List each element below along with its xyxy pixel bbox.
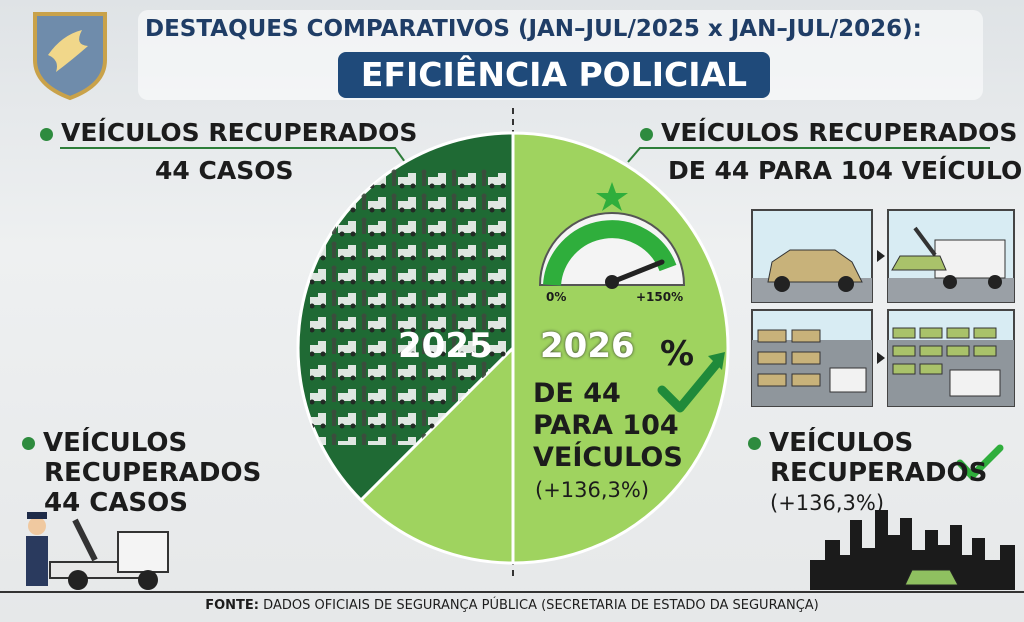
year-2025: 2025: [398, 326, 493, 366]
bl-line1: VEÍCULOS: [43, 428, 188, 458]
tow-truck: [26, 512, 169, 590]
source-text: DADOS OFICIAIS DE SEGURANÇA PÚBLICA (SEC…: [263, 598, 819, 613]
arrow-head: [708, 352, 725, 370]
detail-3: VEÍCULOS: [533, 442, 683, 473]
star: [596, 182, 628, 211]
dove: [48, 30, 88, 72]
source-label: FONTE:: [205, 598, 260, 613]
bullet: [40, 127, 53, 141]
car: [904, 569, 959, 586]
picture-panels: [751, 209, 1015, 407]
gauge-hub: [605, 275, 619, 289]
br-line2: RECUPERADOS: [770, 458, 988, 488]
right-subheading: DE 44 PARA 104 VEÍCULOS: [668, 156, 1024, 185]
title-box: [338, 52, 770, 98]
bullet: [640, 127, 653, 141]
br-line3: (+136,3%): [770, 491, 885, 515]
gauge-arc: [543, 220, 677, 286]
connector-left: [60, 147, 406, 163]
left-subheading: 44 CASOS: [155, 156, 294, 185]
check-arrow: [657, 357, 723, 413]
detail-4: (+136,3%): [535, 478, 650, 502]
bullet: [748, 437, 761, 450]
gauge-needle: [609, 259, 665, 285]
bl-line2: RECUPERADOS: [44, 458, 262, 488]
connector-right: [627, 147, 990, 163]
br-line1: VEÍCULOS: [769, 428, 914, 458]
bottom-right-text: VEÍCULOS RECUPERADOS (+136,3%): [748, 428, 987, 518]
footer: FONTE: DADOS OFICIAIS DE SEGURANÇA PÚBLI…: [0, 598, 1024, 613]
percent-symbol: %: [660, 334, 695, 374]
left-heading: VEÍCULOS RECUPERADOS: [40, 118, 417, 147]
year-2026: 2026: [540, 326, 635, 366]
bl-line3: 44 CASOS: [44, 488, 188, 518]
right-heading-text: VEÍCULOS RECUPERADOS: [661, 118, 1018, 147]
skyline: [810, 510, 1015, 590]
left-heading-text: VEÍCULOS RECUPERADOS: [61, 118, 418, 147]
detail-2: PARA 104: [533, 410, 679, 441]
check: [956, 444, 1004, 480]
gauge-max: +150%: [636, 290, 684, 304]
detail-1: DE 44: [533, 378, 621, 409]
right-heading: VEÍCULOS RECUPERADOS: [640, 118, 1017, 147]
bullet: [22, 437, 35, 450]
gauge-min: 0%: [546, 290, 567, 304]
bottom-left-text: VEÍCULOS RECUPERADOS 44 CASOS: [22, 428, 261, 518]
title-line2: EFICIÊNCIA POLICIAL: [360, 55, 748, 94]
title-line1: DESTAQUES COMPARATIVOS (JAN–JUL/2025 x J…: [145, 16, 922, 42]
